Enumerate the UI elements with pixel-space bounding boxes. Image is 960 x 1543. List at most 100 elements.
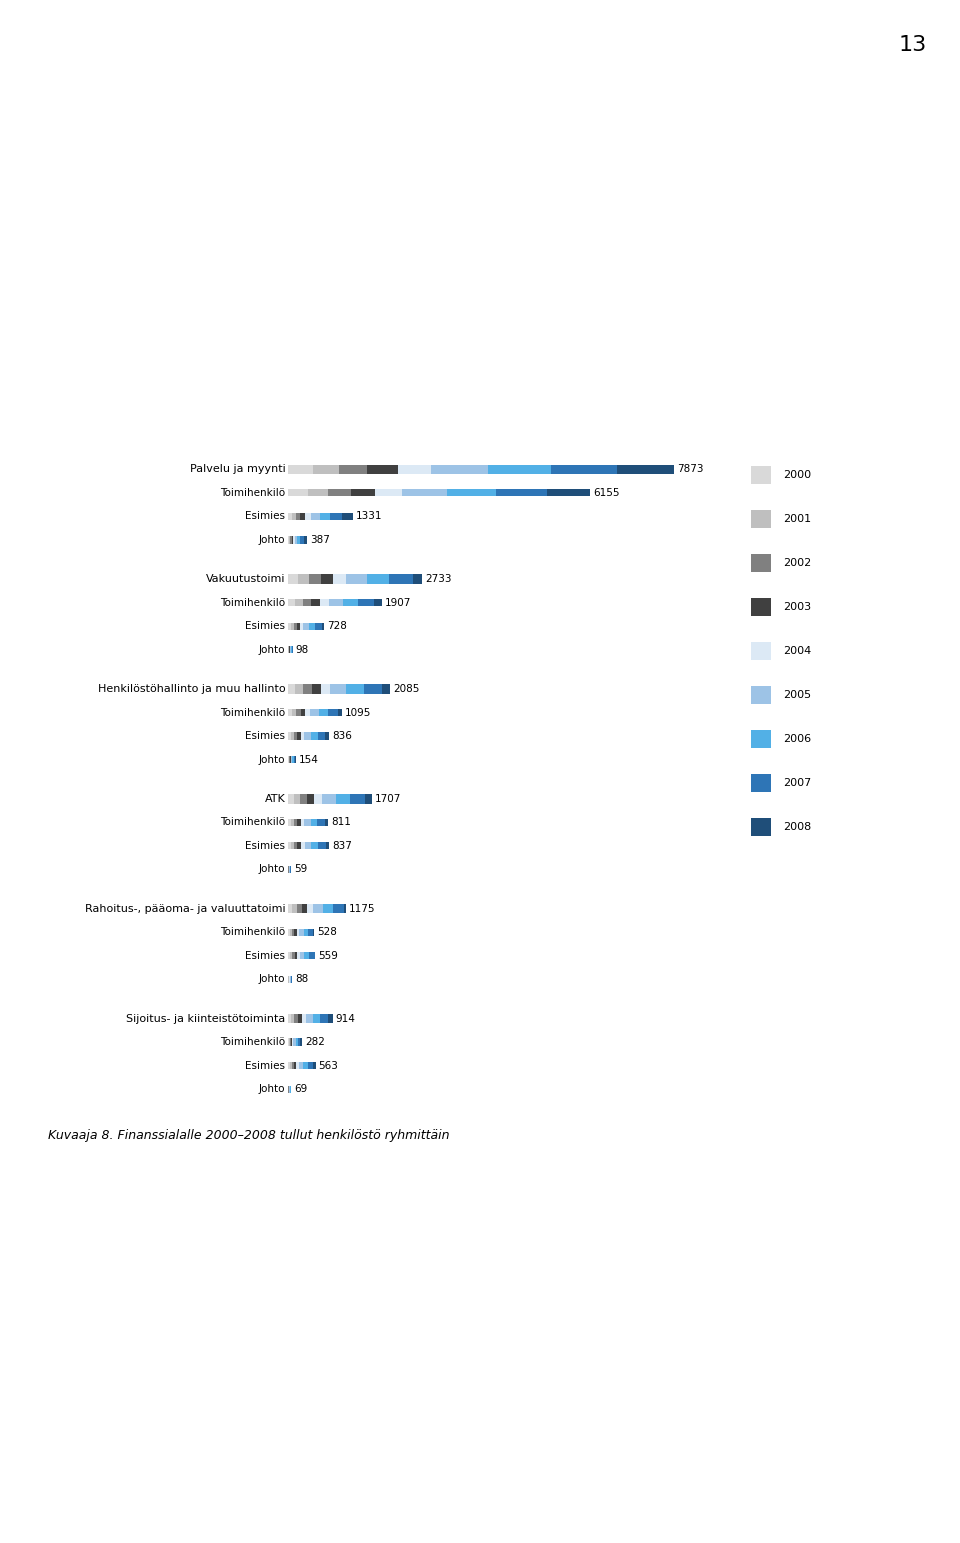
Text: Vakuutustoimi: Vakuutustoimi (205, 574, 285, 585)
Bar (298, 1014, 301, 1023)
Bar (322, 623, 324, 630)
Bar (291, 756, 293, 764)
Bar (294, 1038, 296, 1046)
Bar (333, 574, 347, 583)
Bar (302, 904, 307, 913)
Bar (288, 842, 291, 850)
Bar (302, 599, 311, 606)
Bar (298, 1038, 300, 1046)
Text: ATK: ATK (265, 793, 285, 804)
Text: Esimies: Esimies (246, 622, 285, 631)
Bar (299, 1062, 303, 1069)
Bar (295, 599, 302, 606)
Bar (288, 952, 290, 960)
Bar (292, 708, 296, 716)
Text: 2007: 2007 (783, 778, 811, 788)
Bar (617, 464, 675, 474)
Bar (297, 623, 300, 630)
Bar (289, 537, 290, 543)
Text: 528: 528 (317, 927, 337, 937)
Bar (315, 795, 322, 804)
Bar (300, 952, 304, 960)
Bar (322, 795, 336, 804)
Bar (301, 1014, 305, 1023)
Bar (304, 952, 309, 960)
Bar (297, 929, 300, 935)
Bar (292, 512, 296, 520)
FancyBboxPatch shape (752, 509, 772, 528)
Text: Toimihenkilö: Toimihenkilö (220, 597, 285, 608)
Bar (297, 952, 300, 960)
Text: 2008: 2008 (783, 822, 811, 832)
Bar (300, 708, 305, 716)
Bar (288, 489, 308, 497)
FancyBboxPatch shape (752, 597, 772, 616)
Bar (307, 904, 313, 913)
Text: Esimies: Esimies (246, 511, 285, 522)
Text: 2000: 2000 (783, 469, 811, 480)
Bar (496, 489, 547, 497)
Bar (311, 733, 318, 739)
Bar (299, 574, 309, 583)
Bar (364, 684, 382, 694)
Bar (288, 733, 291, 739)
Bar (292, 952, 295, 960)
Bar (390, 574, 413, 583)
Bar (313, 464, 339, 474)
Text: 98: 98 (296, 645, 309, 654)
Text: 154: 154 (299, 755, 319, 765)
Bar (291, 1014, 295, 1023)
Bar (328, 1014, 333, 1023)
Text: Esimies: Esimies (246, 950, 285, 961)
Bar (295, 929, 297, 935)
Bar (294, 795, 300, 804)
Bar (290, 537, 292, 543)
Text: 914: 914 (336, 1014, 356, 1023)
Bar (318, 733, 325, 739)
Bar (309, 623, 315, 630)
Bar (296, 708, 300, 716)
Text: Esimies: Esimies (246, 731, 285, 741)
Bar (303, 623, 309, 630)
Bar (330, 684, 347, 694)
Bar (294, 842, 298, 850)
Bar (305, 1014, 313, 1023)
FancyBboxPatch shape (752, 687, 772, 704)
Bar (296, 512, 300, 520)
Bar (301, 842, 304, 850)
Bar (312, 684, 321, 694)
Bar (290, 1062, 292, 1069)
Bar (328, 489, 351, 497)
Bar (300, 929, 303, 935)
Bar (288, 684, 296, 694)
Bar (300, 819, 304, 826)
Bar (300, 623, 303, 630)
Bar (288, 795, 294, 804)
Bar (366, 795, 372, 804)
Text: Toimihenkilö: Toimihenkilö (220, 818, 285, 827)
Bar (325, 733, 329, 739)
FancyBboxPatch shape (752, 730, 772, 748)
Text: Kuvaaja 8. Finanssialalle 2000–2008 tullut henkilöstö ryhmittäin: Kuvaaja 8. Finanssialalle 2000–2008 tull… (48, 1129, 449, 1142)
Bar (288, 512, 292, 520)
Bar (350, 795, 366, 804)
Text: Johto: Johto (259, 864, 285, 875)
Bar (291, 819, 294, 826)
Bar (304, 819, 311, 826)
Bar (294, 819, 297, 826)
Text: 387: 387 (310, 535, 330, 545)
Bar (321, 574, 333, 583)
Bar (375, 489, 402, 497)
Bar (313, 1062, 316, 1069)
Text: Palvelu ja myynti: Palvelu ja myynti (189, 464, 285, 474)
Bar (288, 623, 291, 630)
Bar (397, 464, 431, 474)
Bar (323, 904, 333, 913)
Bar (304, 842, 311, 850)
Bar (297, 904, 302, 913)
Bar (344, 599, 358, 606)
Text: Toimihenkilö: Toimihenkilö (220, 927, 285, 937)
Bar (298, 733, 300, 739)
Bar (300, 795, 307, 804)
Text: Esimies: Esimies (246, 841, 285, 850)
